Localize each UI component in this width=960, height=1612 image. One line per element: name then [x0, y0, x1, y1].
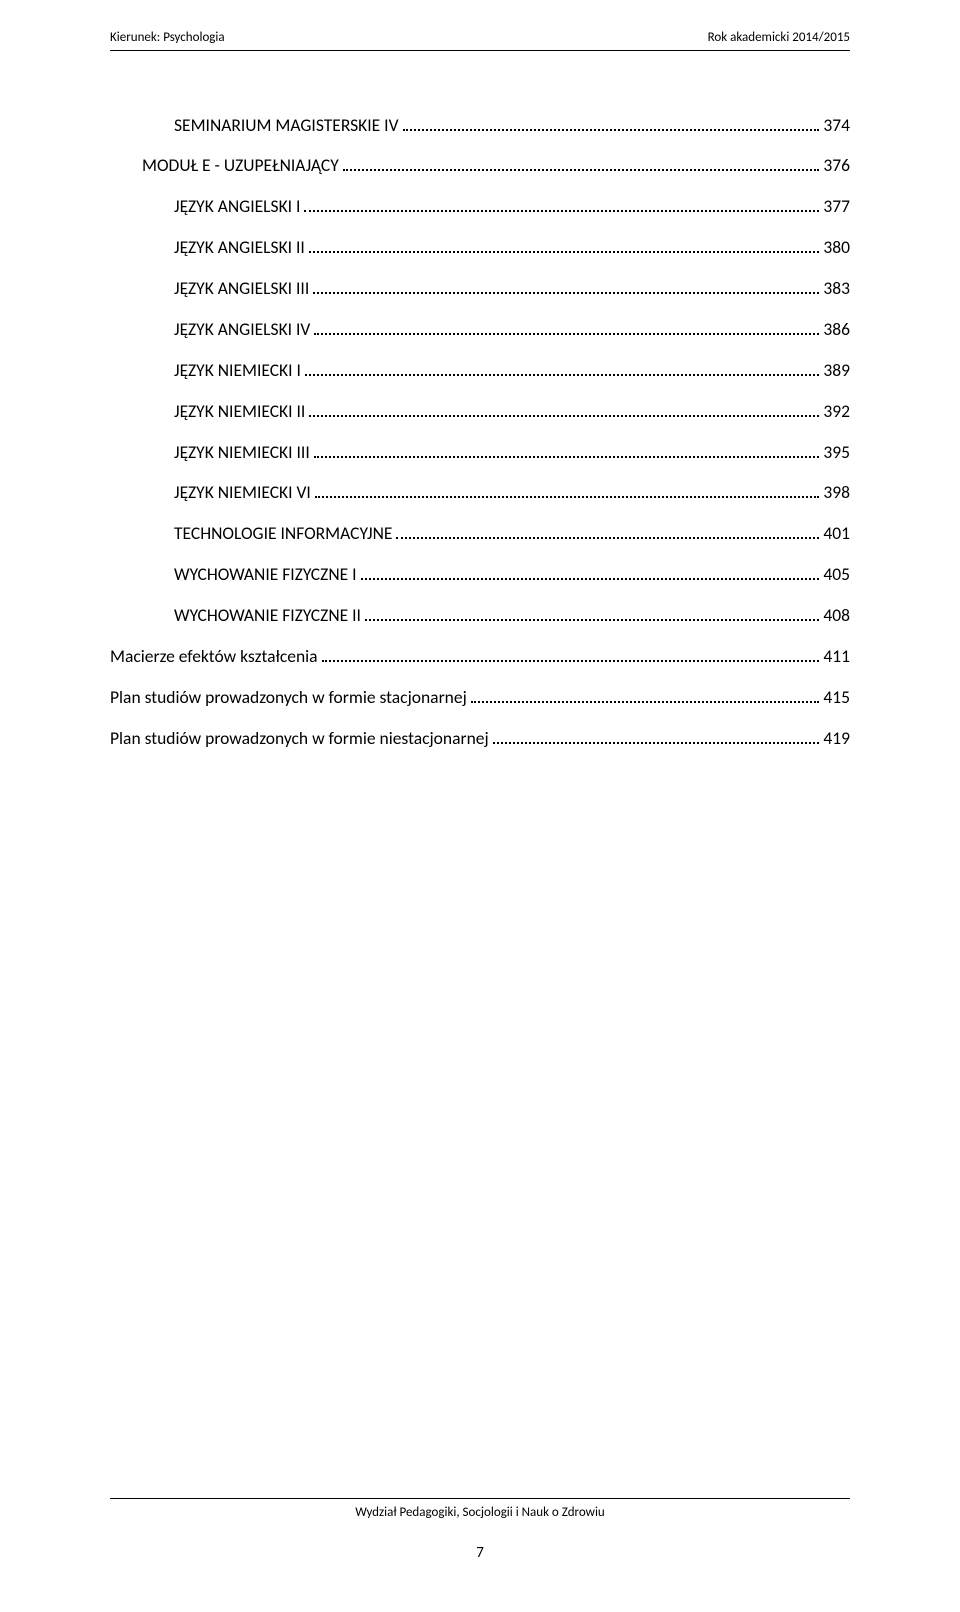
toc-label: JĘZYK NIEMIECKI I [174, 356, 301, 385]
toc-page-number: 376 [823, 151, 850, 180]
toc-page-number: 389 [823, 356, 850, 385]
toc-label: JĘZYK ANGIELSKI I [174, 192, 300, 221]
toc-leader-dots [314, 333, 819, 335]
toc-page-number: 383 [823, 274, 850, 303]
toc-page-number: 395 [823, 438, 850, 467]
toc-label: Macierze efektów kształcenia [110, 642, 318, 671]
toc-label: WYCHOWANIE FIZYCZNE I [174, 560, 357, 589]
toc-page-number: 405 [823, 560, 850, 589]
header-left: Kierunek: Psychologia [110, 30, 225, 46]
toc-entry: WYCHOWANIE FIZYCZNE II 408 [110, 601, 850, 630]
toc-leader-dots [304, 210, 819, 212]
page-footer: Wydział Pedagogiki, Socjologii i Nauk o … [110, 1498, 850, 1562]
toc-leader-dots [309, 415, 819, 417]
toc-leader-dots [471, 701, 820, 703]
toc-label: Plan studiów prowadzonych w formie stacj… [110, 683, 467, 712]
toc-label: WYCHOWANIE FIZYCZNE II [174, 601, 361, 630]
toc-label: MODUŁ E - UZUPEŁNIAJĄCY [142, 151, 339, 180]
toc-leader-dots [396, 537, 819, 539]
toc-leader-dots [305, 374, 819, 376]
toc-page-number: 411 [823, 642, 850, 671]
toc-entry: Macierze efektów kształcenia 411 [110, 642, 850, 671]
toc-entry: JĘZYK ANGIELSKI I 377 [110, 192, 850, 221]
page-header: Kierunek: Psychologia Rok akademicki 201… [110, 30, 850, 51]
toc-leader-dots [343, 169, 820, 171]
toc-leader-dots [313, 292, 819, 294]
toc-page-number: 415 [823, 683, 850, 712]
toc-label: TECHNOLOGIE INFORMACYJNE [174, 519, 392, 548]
table-of-contents: SEMINARIUM MAGISTERSKIE IV 374 MODUŁ E - U… [110, 111, 850, 753]
toc-page-number: 386 [823, 315, 850, 344]
toc-label: JĘZYK ANGIELSKI IV [174, 315, 310, 344]
toc-leader-dots [365, 619, 819, 621]
toc-entry: TECHNOLOGIE INFORMACYJNE 401 [110, 519, 850, 548]
toc-leader-dots [361, 578, 820, 580]
toc-page-number: 419 [823, 724, 850, 753]
page: Kierunek: Psychologia Rok akademicki 201… [0, 0, 960, 1612]
toc-entry: JĘZYK NIEMIECKI III 395 [110, 438, 850, 467]
footer-rule [110, 1498, 850, 1499]
toc-leader-dots [493, 742, 820, 744]
toc-page-number: 392 [823, 397, 850, 426]
toc-entry: JĘZYK NIEMIECKI II 392 [110, 397, 850, 426]
toc-entry: MODUŁ E - UZUPEŁNIAJĄCY 376 [110, 151, 850, 180]
toc-leader-dots [315, 496, 820, 498]
toc-label: JĘZYK ANGIELSKI II [174, 233, 305, 262]
toc-page-number: 374 [823, 111, 850, 140]
toc-page-number: 380 [823, 233, 850, 262]
toc-leader-dots [403, 129, 820, 131]
toc-label: JĘZYK ANGIELSKI III [174, 274, 309, 303]
toc-label: Plan studiów prowadzonych w formie niest… [110, 724, 489, 753]
toc-page-number: 398 [823, 478, 850, 507]
toc-label: SEMINARIUM MAGISTERSKIE IV [174, 111, 399, 140]
toc-leader-dots [322, 660, 820, 662]
toc-entry: Plan studiów prowadzonych w formie niest… [110, 724, 850, 753]
toc-entry: JĘZYK NIEMIECKI I 389 [110, 356, 850, 385]
footer-page-number: 7 [110, 1544, 850, 1562]
toc-entry: SEMINARIUM MAGISTERSKIE IV 374 [110, 111, 850, 140]
toc-label: JĘZYK NIEMIECKI III [174, 438, 310, 467]
toc-label: JĘZYK NIEMIECKI VI [174, 478, 311, 507]
header-right: Rok akademicki 2014/2015 [708, 30, 850, 46]
toc-entry: Plan studiów prowadzonych w formie stacj… [110, 683, 850, 712]
toc-page-number: 401 [823, 519, 850, 548]
footer-department: Wydział Pedagogiki, Socjologii i Nauk o … [110, 1505, 850, 1520]
toc-label: JĘZYK NIEMIECKI II [174, 397, 305, 426]
toc-entry: WYCHOWANIE FIZYCZNE I 405 [110, 560, 850, 589]
toc-page-number: 408 [823, 601, 850, 630]
toc-leader-dots [314, 456, 820, 458]
toc-entry: JĘZYK ANGIELSKI II 380 [110, 233, 850, 262]
toc-entry: JĘZYK ANGIELSKI III 383 [110, 274, 850, 303]
toc-leader-dots [309, 251, 820, 253]
toc-page-number: 377 [823, 192, 850, 221]
toc-entry: JĘZYK ANGIELSKI IV 386 [110, 315, 850, 344]
toc-entry: JĘZYK NIEMIECKI VI 398 [110, 478, 850, 507]
